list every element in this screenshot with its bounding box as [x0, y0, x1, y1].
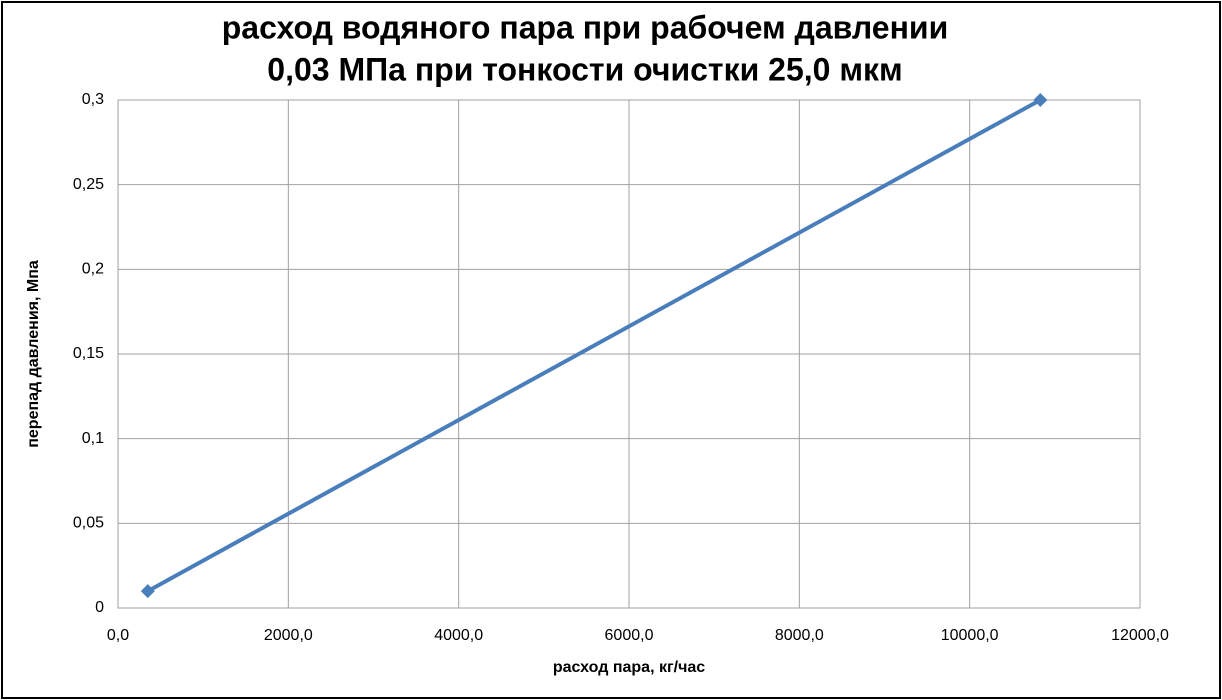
y-tick-label: 0,2: [82, 261, 104, 278]
plot-border: [117, 99, 1141, 609]
y-tick-label: 0,3: [82, 91, 104, 108]
data-line: [146, 98, 1042, 593]
x-tick-label: 12000,0: [1111, 627, 1169, 644]
x-tick-label: 0,0: [107, 627, 129, 644]
x-axis-label: расход пара, кг/час: [553, 659, 705, 676]
y-tick-label: 0,1: [82, 430, 104, 447]
y-tick-label: 0: [95, 599, 104, 616]
x-tick-label: 10000,0: [941, 627, 999, 644]
y-tick-label: 0,05: [73, 515, 104, 532]
y-tick-label: 0,15: [73, 345, 104, 362]
chart-title: расход водяного пара при рабочем давлени…: [222, 9, 949, 45]
chart-title: 0,03 МПа при тонкости очистки 25,0 мкм: [267, 51, 902, 87]
data-marker: [1033, 93, 1048, 107]
y-axis-label: перепад давления, Мпа: [25, 260, 42, 448]
x-tick-label: 2000,0: [264, 627, 313, 644]
data-marker: [140, 584, 155, 599]
y-tick-label: 0,25: [73, 176, 104, 193]
x-tick-label: 8000,0: [775, 627, 824, 644]
x-tick-label: 4000,0: [434, 627, 483, 644]
x-tick-label: 6000,0: [605, 627, 654, 644]
